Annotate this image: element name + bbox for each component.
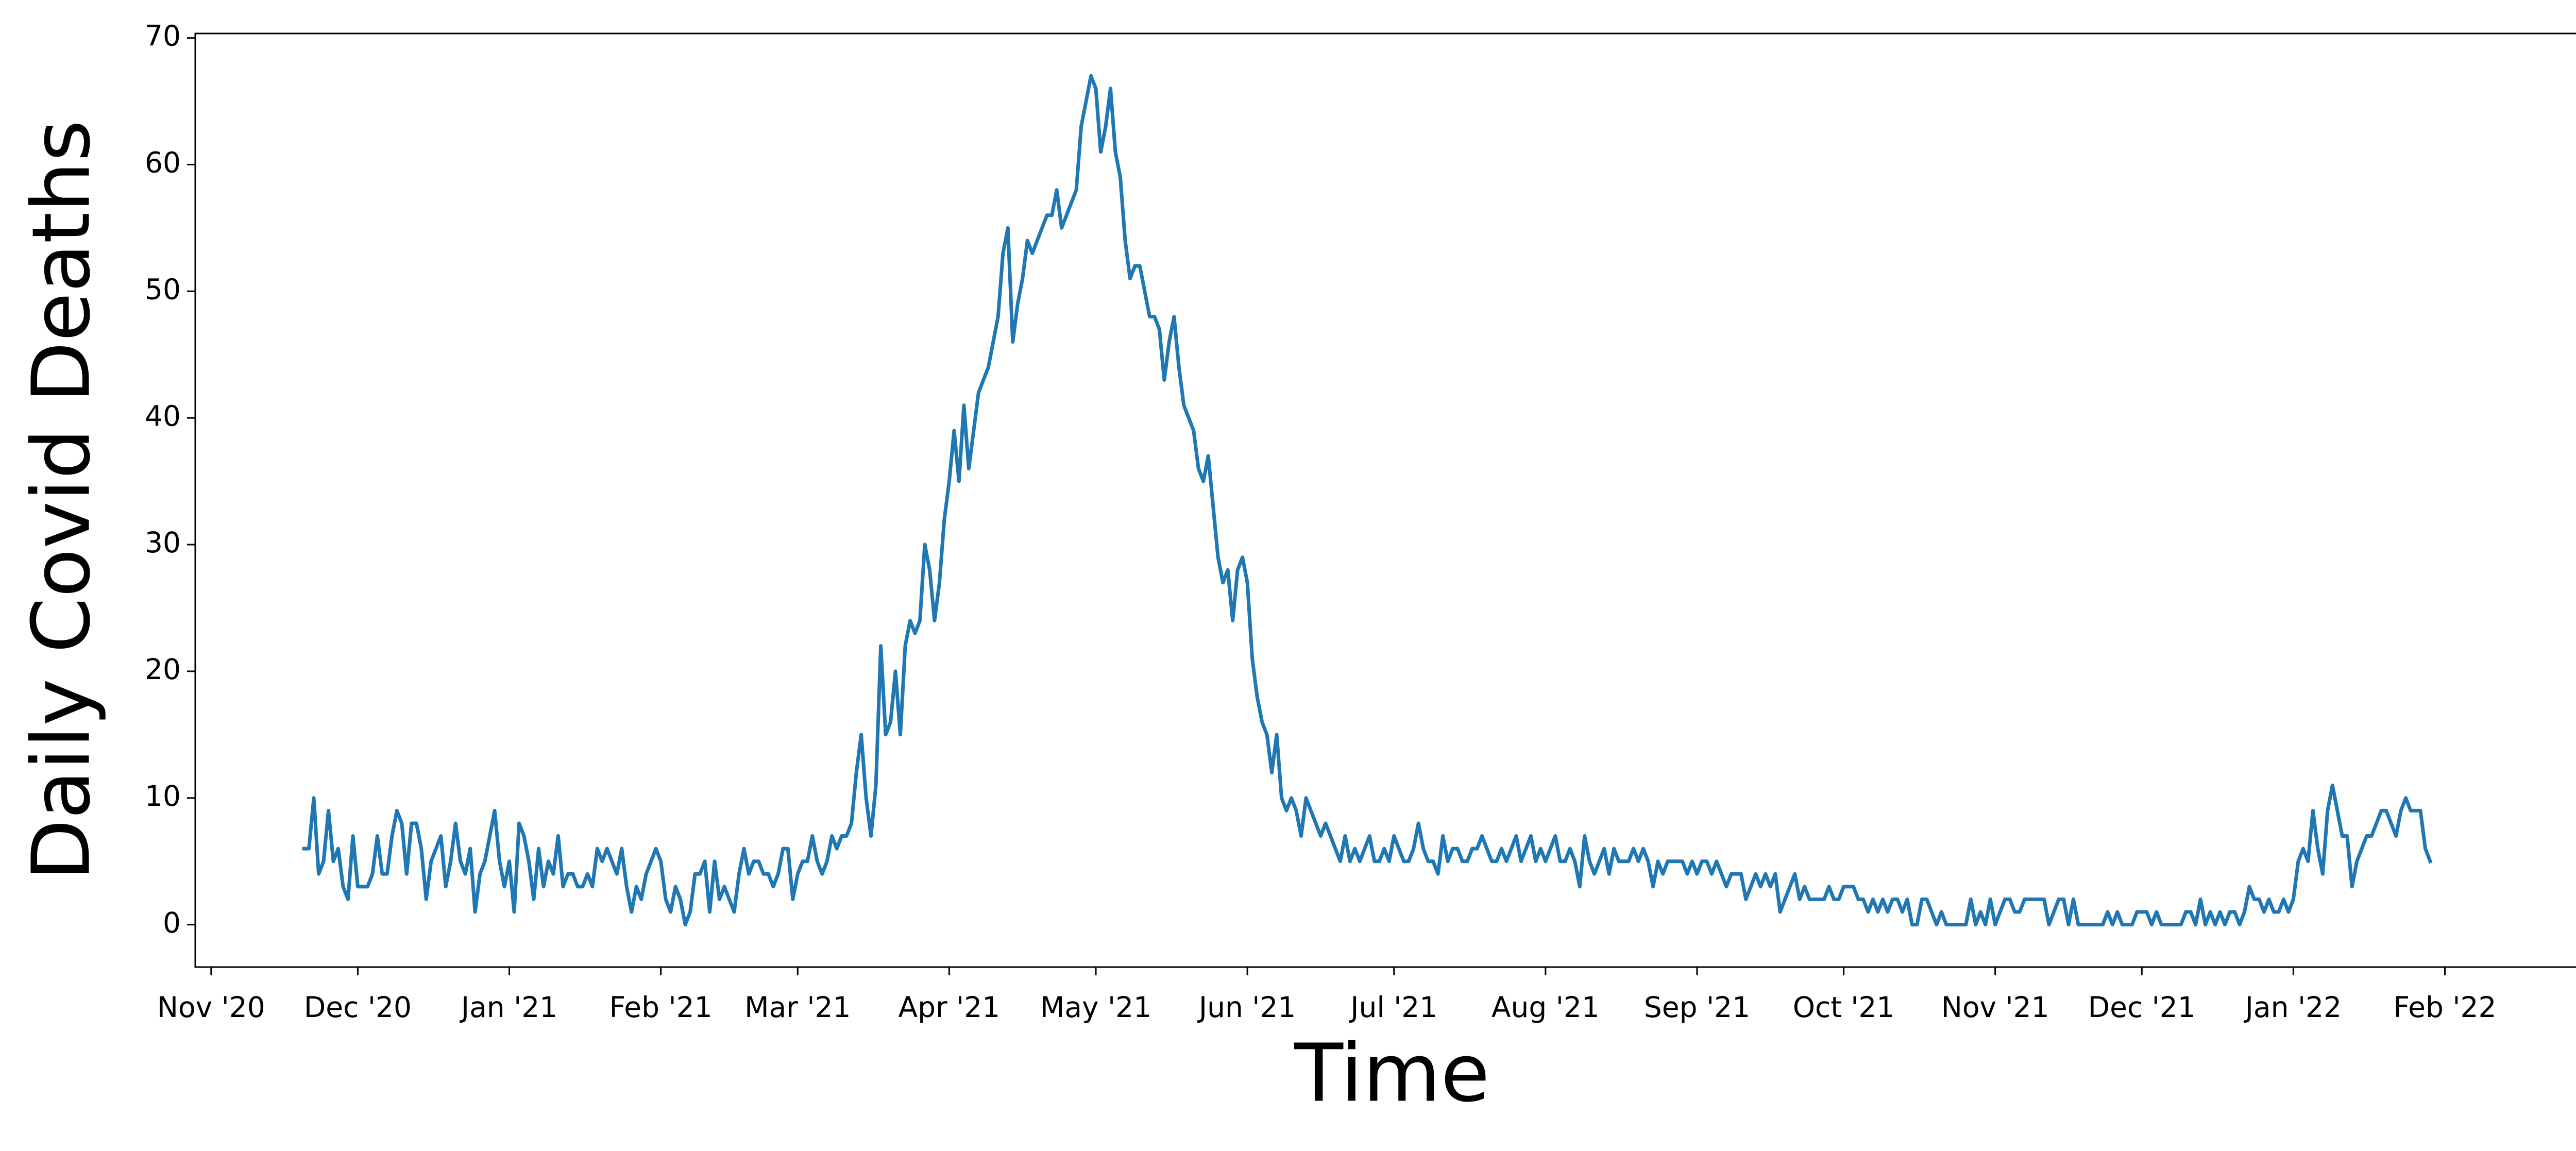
y-tick-label: 50 (145, 273, 181, 306)
x-tick-label: Aug '21 (1492, 991, 1600, 1024)
y-tick-label: 20 (145, 653, 181, 686)
x-tick-label: Feb '22 (2394, 991, 2497, 1024)
plot-frame (194, 32, 2576, 968)
x-tick-label: Oct '21 (1793, 991, 1895, 1024)
y-tick-label: 10 (145, 780, 181, 813)
x-tick-label: Dec '20 (304, 991, 412, 1024)
x-tick-label: Nov '21 (1941, 991, 2049, 1024)
x-tick-label: Feb '21 (609, 991, 713, 1024)
x-tick-label: Mar '21 (744, 991, 851, 1024)
x-axis-label: Time (1294, 1026, 1489, 1120)
data-line (302, 74, 2433, 927)
x-tick-label: May '21 (1040, 991, 1151, 1024)
y-tick-label: 40 (145, 399, 181, 432)
x-tick-label: Dec '21 (2088, 991, 2196, 1024)
y-axis-label: Daily Covid Deaths (14, 120, 108, 881)
y-tick-label: 0 (163, 906, 181, 939)
x-tick-label: Jun '21 (1197, 991, 1296, 1024)
y-tick-label: 60 (145, 146, 181, 179)
y-tick-label: 30 (145, 526, 181, 559)
x-tick-label: Jul '21 (1349, 991, 1437, 1024)
x-tick-label: Sep '21 (1644, 991, 1750, 1024)
x-tick-label: Jan '22 (2244, 991, 2342, 1024)
x-tick-label: Apr '21 (899, 991, 1001, 1024)
y-tick-label: 70 (145, 20, 181, 53)
x-tick-label: Nov '20 (157, 991, 265, 1024)
x-tick-label: Jan '21 (460, 991, 557, 1024)
